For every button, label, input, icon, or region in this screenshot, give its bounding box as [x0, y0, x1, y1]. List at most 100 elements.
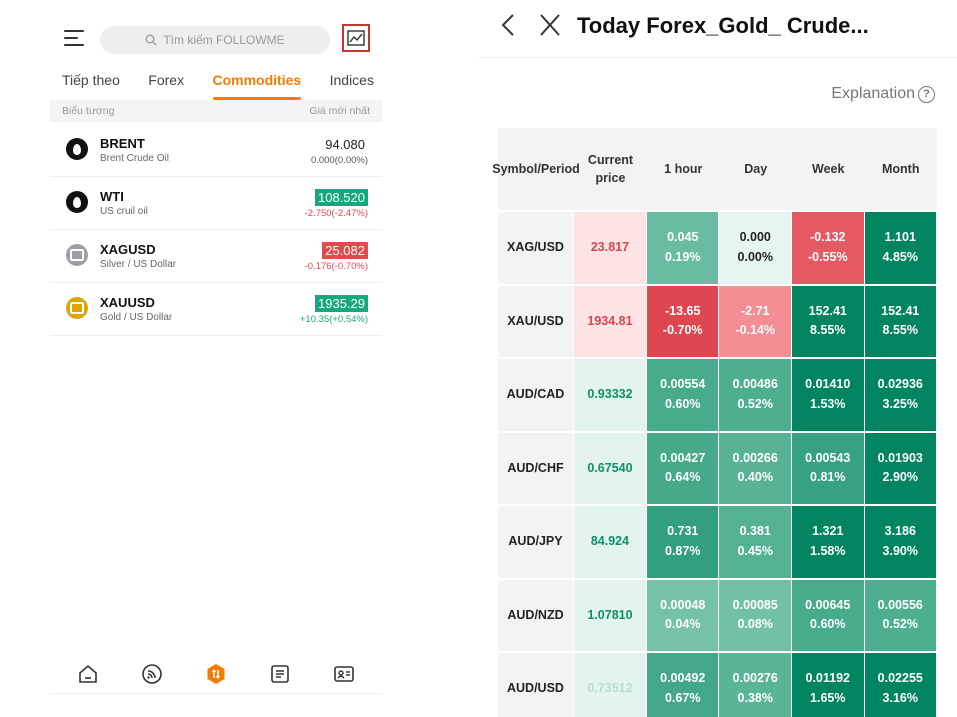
symbol-cell: AUD/USD — [498, 653, 573, 717]
list-item[interactable]: BRENT Brent Crude Oil 94.080 0.000(0.00%… — [50, 124, 382, 177]
change-value: 0.00645 — [805, 597, 851, 612]
search-icon — [145, 34, 157, 46]
list-item[interactable]: WTI US cruil oil 108.520 -2.750(-2.47%) — [50, 177, 382, 230]
tab-forex[interactable]: Forex — [148, 72, 185, 88]
profile-card-icon[interactable] — [332, 662, 356, 686]
change-cell-day: 0.00266 0.40% — [719, 432, 791, 504]
page-title: Today Forex_Gold_ Crude... — [577, 13, 869, 38]
current-price-cell: 84.924 — [573, 506, 646, 578]
back-icon[interactable] — [498, 12, 518, 43]
change-cell-1h: 0.731 0.87% — [646, 506, 719, 578]
change-cell-day: 0.00486 0.52% — [719, 359, 791, 431]
current-price-cell: 23.817 — [573, 212, 646, 284]
heatmap-table: Symbol/Period Current price 1 hour Day W… — [492, 128, 937, 717]
change-percent: 1.58% — [810, 543, 846, 558]
change-value: 152.41 — [808, 303, 847, 318]
table-row[interactable]: XAU/USD 1934.81 -13.65 -0.70% -2.71 -0.14% 152… — [498, 285, 937, 357]
explanation-link[interactable]: Explanation ? — [831, 85, 935, 103]
table-body: XAG/USD 23.817 0.045 0.19% 0.000 0.00% -0.132-… — [498, 212, 937, 717]
latest-price: 1935.29 — [315, 295, 368, 312]
symbol-name: XAGUSD — [100, 242, 156, 257]
column-header-1h: 1 hour — [664, 161, 703, 176]
symbol-cell: XAU/USD — [498, 285, 573, 357]
current-price-cell: 1.07810 — [573, 579, 646, 651]
notes-icon[interactable] — [268, 662, 292, 686]
watchlist-topbar: Tìm kiếm FOLLOWME — [64, 24, 374, 56]
current-price-cell: 0.67540 — [573, 432, 646, 504]
table-row[interactable]: XAG/USD 23.817 0.045 0.19% 0.000 0.00% -0.132-… — [498, 212, 937, 284]
symbol-cell: AUD/CHF — [498, 432, 573, 504]
latest-price: 108.520 — [315, 189, 368, 206]
category-tabs: Tiếp theo Forex Commodities Indices — [62, 72, 374, 100]
symbol-description: Gold / US Dollar — [100, 312, 173, 323]
change-percent: 0.40% — [737, 470, 773, 485]
tab-tiep-theo[interactable]: Tiếp theo — [62, 72, 120, 88]
bottom-navigation — [50, 654, 382, 694]
chart-button[interactable] — [342, 24, 370, 52]
table-row[interactable]: AUD/JPY 84.924 0.731 0.87% 0.381 0.45% 1.321 1.… — [498, 506, 937, 578]
change-percent: 8.55% — [810, 323, 846, 338]
table-row[interactable]: AUD/USD 0.73512 0.00492 0.67% 0.00276 0.38% 0.… — [498, 653, 937, 717]
list-header: Biểu tượng Giá mới nhất — [50, 100, 382, 122]
change-percent: 1.53% — [810, 396, 846, 411]
tab-commodities[interactable]: Commodities — [212, 72, 301, 100]
table-row[interactable]: AUD/NZD 1.07810 0.00048 0.04% 0.00085 0.08% 0.… — [498, 579, 937, 651]
change-value: 0.731 — [667, 524, 699, 539]
symbol-cell: AUD/JPY — [498, 506, 573, 578]
change-cell-day: 0.381 0.45% — [719, 506, 791, 578]
change-cell-day: 0.00085 0.08% — [719, 579, 791, 651]
symbol-cell: AUD/NZD — [498, 579, 573, 651]
change-cell-day: 0.000 0.00% — [719, 212, 791, 284]
change-cell-month: 1.101 4.85% — [864, 212, 937, 284]
price-change: +10.35(+0.54%) — [299, 314, 368, 325]
change-cell-month: 3.186 3.90% — [864, 506, 937, 578]
search-input[interactable]: Tìm kiếm FOLLOWME — [100, 26, 330, 54]
change-cell-day: -2.71 -0.14% — [719, 285, 791, 357]
symbol-list: BRENT Brent Crude Oil 94.080 0.000(0.00%… — [50, 124, 382, 336]
change-percent: 0.60% — [810, 617, 846, 632]
change-value: 1.101 — [884, 230, 916, 245]
change-cell-day: 0.00276 0.38% — [719, 653, 791, 717]
home-icon[interactable] — [76, 662, 100, 686]
change-percent: 0.08% — [737, 617, 773, 632]
symbol-cell: AUD/CAD — [498, 359, 573, 431]
trade-icon[interactable] — [204, 662, 228, 686]
tab-indices[interactable]: Indices — [329, 72, 374, 88]
change-percent: 8.55% — [882, 323, 918, 338]
symbol-name: WTI — [100, 189, 124, 204]
change-percent: 0.52% — [882, 617, 918, 632]
close-icon[interactable] — [538, 12, 562, 43]
change-percent: 3.25% — [882, 396, 918, 411]
explanation-label: Explanation — [831, 85, 915, 102]
change-value: 0.02255 — [877, 671, 923, 686]
change-cell-1h: 0.00554 0.60% — [646, 359, 719, 431]
price-change: -0.176(-0.70%) — [304, 261, 368, 272]
change-value: 0.00486 — [732, 377, 778, 392]
change-percent: 0.00% — [737, 249, 773, 264]
change-value: 0.00556 — [877, 597, 923, 612]
change-value: -13.65 — [665, 303, 701, 318]
change-cell-1h: 0.00427 0.64% — [646, 432, 719, 504]
table-row[interactable]: AUD/CHF 0.67540 0.00427 0.64% 0.00266 0.40% 0.… — [498, 432, 937, 504]
change-cell-month: 0.02255 3.16% — [864, 653, 937, 717]
list-item[interactable]: XAUUSD Gold / US Dollar 1935.29 +10.35(+… — [50, 283, 382, 336]
change-value: 0.00266 — [732, 450, 778, 465]
change-percent: 2.90% — [882, 470, 918, 485]
column-header-month: Month — [882, 161, 920, 176]
feed-icon[interactable] — [140, 662, 164, 686]
list-item[interactable]: XAGUSD Silver / US Dollar 25.082 -0.176(… — [50, 230, 382, 283]
change-cell-week: 1.321 1.58% — [792, 506, 864, 578]
change-percent: 1.65% — [810, 690, 846, 705]
change-percent: 0.38% — [737, 690, 773, 705]
latest-price: 25.082 — [322, 242, 368, 259]
menu-icon[interactable] — [64, 30, 84, 48]
table-row[interactable]: AUD/CAD 0.93332 0.00554 0.60% 0.00486 0.52% 0.… — [498, 359, 937, 431]
page-header: Today Forex_Gold_ Crude... — [478, 0, 957, 58]
price-column-header: Giá mới nhất — [309, 105, 370, 117]
change-value: 0.045 — [667, 230, 699, 245]
chart-icon — [347, 30, 365, 46]
change-percent: 0.87% — [665, 543, 701, 558]
heatmap-panel: Today Forex_Gold_ Crude... Explanation ?… — [478, 0, 957, 717]
change-cell-month: 152.41 8.55% — [864, 285, 937, 357]
change-value: 1.321 — [812, 524, 844, 539]
